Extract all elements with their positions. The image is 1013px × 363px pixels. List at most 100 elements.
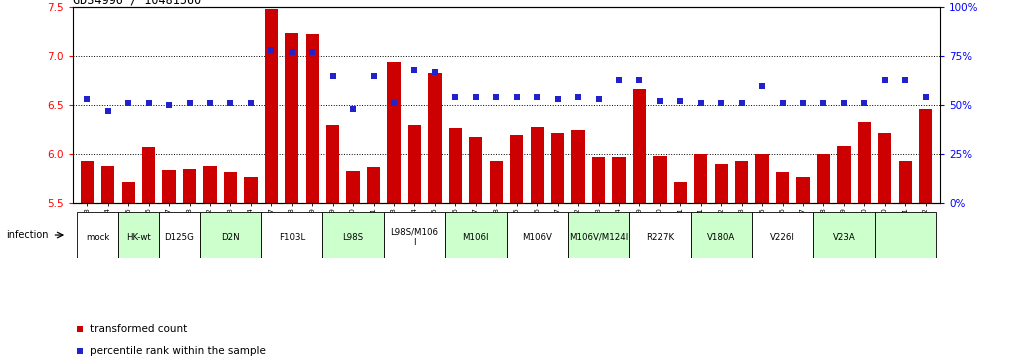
Point	[263, 48, 280, 53]
Bar	[756, 154, 769, 363]
Bar	[592, 157, 605, 363]
Point	[284, 49, 300, 55]
Bar	[551, 133, 564, 363]
Point	[570, 94, 587, 100]
Point	[181, 101, 198, 106]
Bar	[612, 157, 626, 363]
Bar	[183, 169, 197, 363]
Bar	[899, 161, 912, 363]
Bar	[77, 212, 118, 258]
Bar	[752, 212, 813, 258]
Point	[345, 106, 362, 112]
Bar	[200, 212, 261, 258]
Bar	[162, 170, 175, 363]
Bar	[367, 167, 380, 363]
Bar	[776, 172, 789, 363]
Point	[693, 101, 709, 106]
Bar	[694, 154, 707, 363]
Bar	[408, 125, 421, 363]
Text: infection: infection	[6, 230, 49, 240]
Bar	[326, 125, 339, 363]
Bar	[653, 156, 667, 363]
Bar	[469, 136, 482, 363]
Bar	[159, 212, 200, 258]
Bar	[878, 133, 891, 363]
Point	[366, 73, 382, 79]
Bar	[838, 146, 851, 363]
Point	[304, 49, 320, 55]
Text: M106V/M124I: M106V/M124I	[569, 233, 628, 242]
Point	[202, 101, 218, 106]
Text: R227K: R227K	[646, 233, 674, 242]
Point	[651, 98, 668, 104]
Bar	[506, 212, 568, 258]
Bar	[118, 212, 159, 258]
Text: GDS4996 / 10481560: GDS4996 / 10481560	[73, 0, 202, 6]
Point	[775, 101, 791, 106]
Bar	[204, 166, 217, 363]
Point	[713, 101, 729, 106]
Text: M106V: M106V	[523, 233, 552, 242]
Bar	[858, 122, 871, 363]
Point	[141, 101, 157, 106]
Bar	[571, 130, 585, 363]
Text: HK-wt: HK-wt	[126, 233, 151, 242]
Bar	[489, 161, 502, 363]
Bar	[264, 9, 278, 363]
Point	[468, 94, 484, 100]
Bar	[874, 212, 936, 258]
Bar	[568, 212, 629, 258]
Point	[406, 67, 422, 73]
Text: F103L: F103L	[279, 233, 305, 242]
Bar	[122, 182, 135, 363]
Point	[324, 73, 340, 79]
Bar	[714, 164, 728, 363]
Text: D125G: D125G	[164, 233, 194, 242]
Text: V226I: V226I	[770, 233, 795, 242]
Bar	[285, 33, 299, 363]
Bar	[142, 147, 155, 363]
Text: mock: mock	[86, 233, 109, 242]
Point	[795, 101, 811, 106]
Bar	[531, 127, 544, 363]
Point	[876, 77, 892, 83]
Point	[243, 101, 259, 106]
Text: M106I: M106I	[463, 233, 489, 242]
Bar	[816, 154, 830, 363]
Point	[488, 94, 504, 100]
Point	[448, 94, 464, 100]
Point	[509, 94, 525, 100]
Bar	[428, 73, 442, 363]
Bar	[384, 212, 445, 258]
Text: percentile rank within the sample: percentile rank within the sample	[90, 346, 266, 356]
Point	[529, 94, 545, 100]
Text: L98S/M106
I: L98S/M106 I	[390, 228, 439, 247]
Point	[591, 97, 607, 102]
Point	[856, 101, 872, 106]
Point	[754, 83, 770, 89]
Point	[99, 108, 115, 114]
Point	[836, 101, 852, 106]
Bar	[101, 166, 114, 363]
Point	[611, 77, 627, 83]
Bar	[449, 128, 462, 363]
Bar	[813, 212, 874, 258]
Bar	[796, 177, 809, 363]
Point	[898, 77, 914, 83]
Bar	[322, 212, 384, 258]
Point	[72, 348, 88, 354]
Point	[673, 98, 689, 104]
Text: V180A: V180A	[707, 233, 735, 242]
Text: D2N: D2N	[221, 233, 240, 242]
Bar	[445, 212, 506, 258]
Bar	[306, 34, 319, 363]
Bar	[261, 212, 322, 258]
Bar	[674, 182, 687, 363]
Text: transformed count: transformed count	[90, 324, 187, 334]
Bar	[691, 212, 752, 258]
Point	[733, 101, 750, 106]
Bar	[629, 212, 691, 258]
Bar	[735, 161, 749, 363]
Bar	[224, 172, 237, 363]
Point	[631, 77, 647, 83]
